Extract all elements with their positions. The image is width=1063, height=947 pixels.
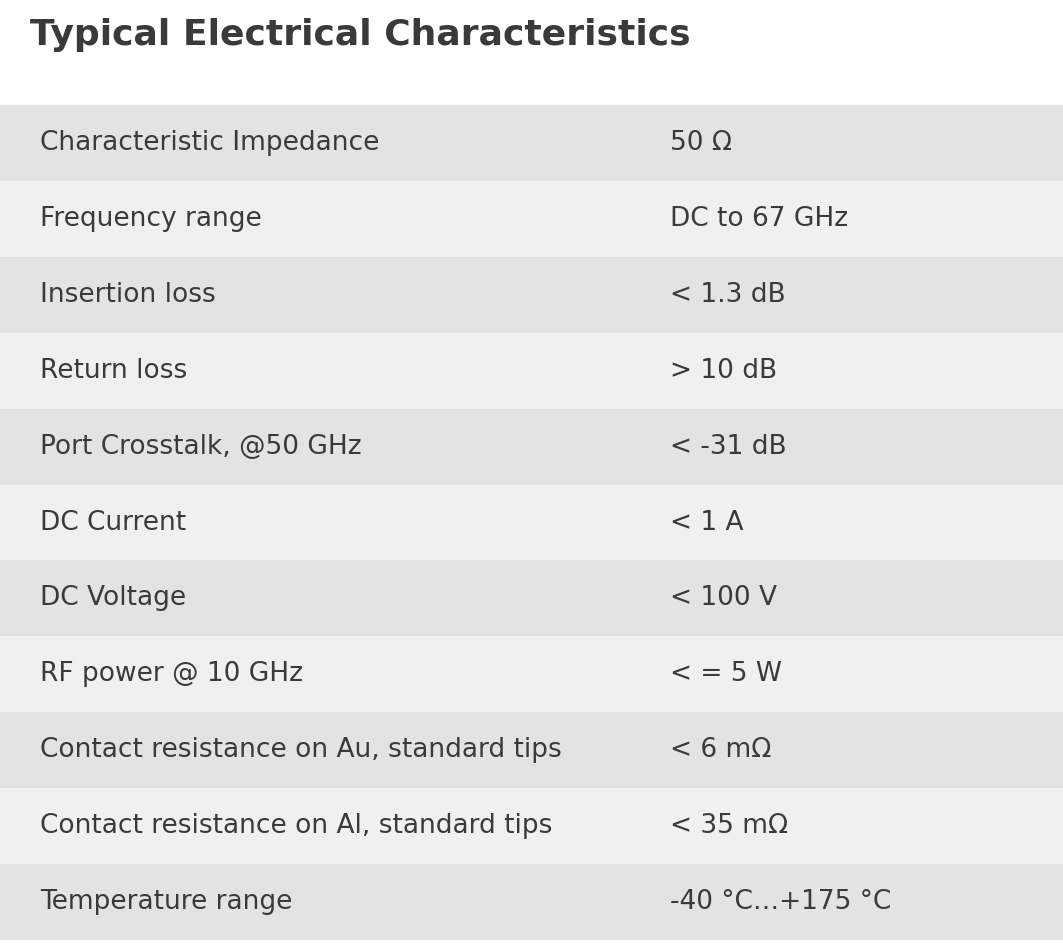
- Bar: [0, 864, 1063, 940]
- Text: Typical Electrical Characteristics: Typical Electrical Characteristics: [30, 18, 691, 52]
- Bar: [0, 105, 1063, 181]
- Text: Temperature range: Temperature range: [40, 889, 292, 915]
- Text: RF power @ 10 GHz: RF power @ 10 GHz: [40, 661, 303, 688]
- Text: Frequency range: Frequency range: [40, 205, 261, 232]
- Text: Port Crosstalk, @50 GHz: Port Crosstalk, @50 GHz: [40, 434, 361, 459]
- Bar: [0, 712, 1063, 788]
- Bar: [0, 181, 1063, 257]
- Text: < 35 mΩ: < 35 mΩ: [670, 813, 788, 839]
- Bar: [0, 332, 1063, 409]
- Text: -40 °C…+175 °C: -40 °C…+175 °C: [670, 889, 891, 915]
- Text: Insertion loss: Insertion loss: [40, 282, 216, 308]
- Text: < = 5 W: < = 5 W: [670, 661, 782, 688]
- Text: < 6 mΩ: < 6 mΩ: [670, 737, 772, 763]
- Bar: [0, 561, 1063, 636]
- Text: DC Current: DC Current: [40, 509, 186, 535]
- Text: < -31 dB: < -31 dB: [670, 434, 787, 459]
- Bar: [0, 485, 1063, 561]
- Bar: [0, 788, 1063, 864]
- Bar: [0, 636, 1063, 712]
- Text: DC Voltage: DC Voltage: [40, 585, 186, 612]
- Text: < 1.3 dB: < 1.3 dB: [670, 282, 786, 308]
- Bar: [0, 257, 1063, 332]
- Text: < 100 V: < 100 V: [670, 585, 777, 612]
- Text: DC to 67 GHz: DC to 67 GHz: [670, 205, 848, 232]
- Text: Return loss: Return loss: [40, 358, 187, 384]
- Text: > 10 dB: > 10 dB: [670, 358, 777, 384]
- Text: Contact resistance on Au, standard tips: Contact resistance on Au, standard tips: [40, 737, 561, 763]
- Text: < 1 A: < 1 A: [670, 509, 743, 535]
- Text: Contact resistance on Al, standard tips: Contact resistance on Al, standard tips: [40, 813, 553, 839]
- Bar: [0, 409, 1063, 485]
- Text: 50 Ω: 50 Ω: [670, 130, 732, 156]
- Text: Characteristic Impedance: Characteristic Impedance: [40, 130, 379, 156]
